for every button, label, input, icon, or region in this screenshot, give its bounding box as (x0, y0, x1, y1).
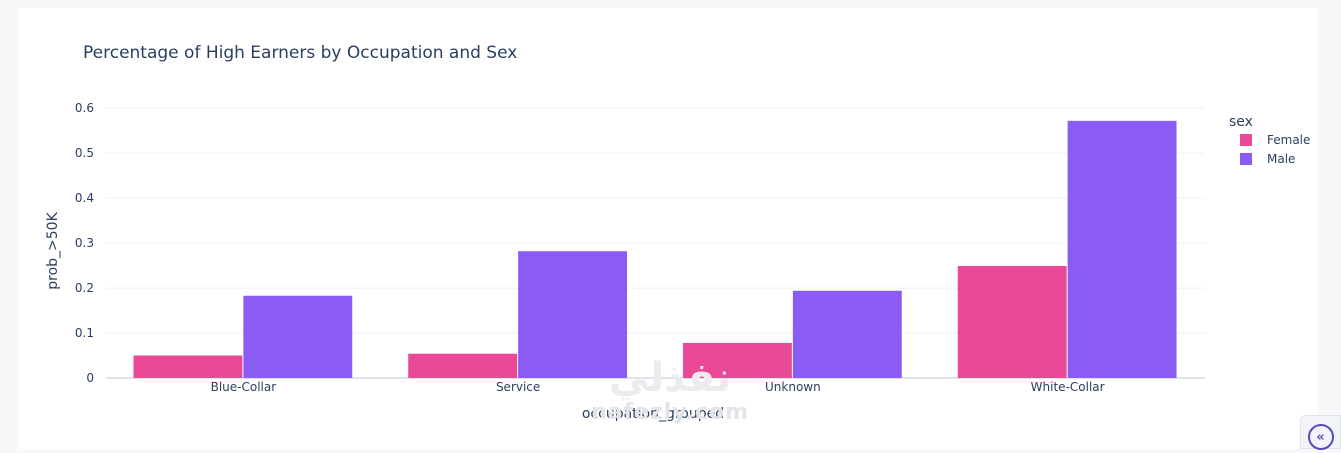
legend: sex Female Male (1229, 114, 1310, 166)
x-axis-ticks: Blue-Collar Service Unknown White-Collar (211, 380, 1105, 394)
x-axis-title: occupation_grouped (582, 406, 724, 422)
bar-female-service (408, 353, 518, 378)
legend-label-male: Male (1267, 152, 1295, 166)
legend-label-female: Female (1267, 133, 1310, 147)
y-tick-label: 0.2 (75, 281, 94, 295)
legend-swatch-female (1240, 134, 1252, 146)
x-tick-label: Blue-Collar (211, 380, 277, 394)
bar-male-unknown (792, 290, 902, 378)
double-chevron-left-icon: « (1307, 424, 1334, 450)
y-tick-label: 0.3 (75, 236, 94, 250)
y-tick-label: 0.5 (75, 146, 94, 160)
y-tick-label: 0.4 (75, 191, 94, 205)
scroll-toggle-button[interactable]: « (1300, 415, 1341, 450)
chart-title: Percentage of High Earners by Occupation… (83, 43, 517, 63)
bar-female-white-collar (957, 266, 1067, 378)
bar-female-blue-collar (133, 355, 243, 378)
chart-panel: Percentage of High Earners by Occupation… (18, 8, 1318, 449)
x-tick-label: White-Collar (1031, 380, 1105, 394)
bar-male-service (518, 251, 628, 378)
legend-swatch-male (1240, 153, 1252, 165)
bars (133, 120, 1177, 378)
bar-chart: Percentage of High Earners by Occupation… (45, 43, 1310, 422)
x-tick-label: Unknown (765, 380, 821, 394)
bar-female-unknown (682, 342, 792, 378)
y-tick-label: 0.1 (75, 326, 94, 340)
y-axis-ticks: 0 0.1 0.2 0.3 0.4 0.5 0.6 (75, 101, 94, 385)
bar-male-blue-collar (243, 295, 353, 378)
y-tick-label: 0 (86, 371, 94, 385)
y-tick-label: 0.6 (75, 101, 94, 115)
bar-male-white-collar (1067, 120, 1177, 378)
x-tick-label: Service (496, 380, 540, 394)
legend-title: sex (1229, 114, 1253, 130)
y-axis-title: prob_>50K (45, 211, 61, 289)
